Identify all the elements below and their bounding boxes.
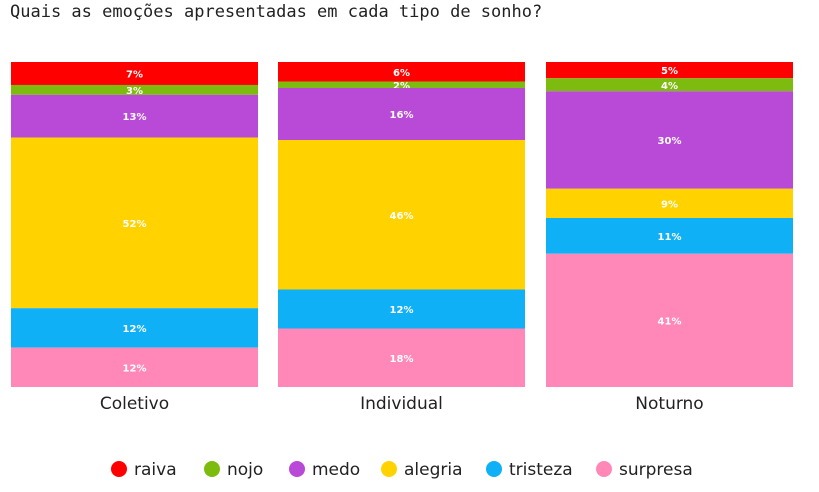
data-label-nojo-noturno: 4% xyxy=(661,81,678,92)
bar-segment-nojo-individual xyxy=(278,81,525,88)
legend-marker-nojo xyxy=(204,461,220,477)
bar-segment-medo-noturno xyxy=(546,91,793,189)
bars-group: 7% 3% 13% 52% 12% 12% 6% 2% 16% 46% 12% 18% 5% 4% 30% 9… xyxy=(11,62,793,387)
legend-marker-alegria xyxy=(381,461,397,477)
legend-label-tristeza: tristeza xyxy=(509,460,573,480)
legend-label-nojo: nojo xyxy=(227,460,263,480)
bar-segment-surpresa-coletivo xyxy=(11,347,258,387)
data-label-surpresa-individual: 18% xyxy=(390,354,414,365)
bar-segment-raiva-individual xyxy=(278,62,525,82)
legend-marker-medo xyxy=(289,461,305,477)
legend: raiva nojo medo alegria tristeza surpresa xyxy=(111,460,693,480)
bar-segment-tristeza-coletivo xyxy=(11,308,258,348)
data-label-medo-coletivo: 13% xyxy=(123,112,147,123)
bar-segment-surpresa-individual xyxy=(278,328,525,387)
chart-title: Quais as emoções apresentadas em cada ti… xyxy=(10,2,543,22)
bar-segment-tristeza-noturno xyxy=(546,218,793,254)
legend-label-surpresa: surpresa xyxy=(619,460,693,480)
legend-marker-tristeza xyxy=(486,461,502,477)
data-label-medo-noturno: 30% xyxy=(658,136,682,147)
category-label-noturno: Noturno xyxy=(635,394,703,414)
data-label-raiva-noturno: 5% xyxy=(661,66,678,77)
legend-marker-raiva xyxy=(111,461,127,477)
bar-segment-raiva-noturno xyxy=(546,62,793,79)
bar-segment-raiva-coletivo xyxy=(11,62,258,85)
legend-marker-surpresa xyxy=(596,461,612,477)
data-label-raiva-individual: 6% xyxy=(393,68,410,79)
category-labels: Coletivo Individual Noturno xyxy=(100,394,704,414)
data-label-alegria-noturno: 9% xyxy=(661,199,678,210)
data-label-medo-individual: 16% xyxy=(390,110,414,121)
legend-label-alegria: alegria xyxy=(404,460,463,480)
bar-segment-medo-coletivo xyxy=(11,94,258,138)
bar-segment-alegria-coletivo xyxy=(11,137,258,309)
bar-segment-alegria-noturno xyxy=(546,188,793,218)
legend-label-medo: medo xyxy=(312,460,360,480)
data-label-tristeza-individual: 12% xyxy=(390,305,414,316)
bar-segment-surpresa-noturno xyxy=(546,253,793,387)
legend-label-raiva: raiva xyxy=(134,460,177,480)
category-label-coletivo: Coletivo xyxy=(100,394,169,414)
category-label-individual: Individual xyxy=(360,394,443,414)
data-label-nojo-coletivo: 3% xyxy=(126,86,143,97)
data-label-surpresa-coletivo: 12% xyxy=(123,363,147,374)
bar-segment-tristeza-individual xyxy=(278,289,525,329)
data-label-tristeza-coletivo: 12% xyxy=(123,324,147,335)
data-label-nojo-individual: 2% xyxy=(393,81,410,92)
data-label-raiva-coletivo: 7% xyxy=(126,69,143,80)
data-label-alegria-coletivo: 52% xyxy=(123,219,147,230)
bar-segment-medo-individual xyxy=(278,88,525,140)
data-label-tristeza-noturno: 11% xyxy=(658,232,682,243)
bar-segment-nojo-noturno xyxy=(546,78,793,92)
bar-segment-alegria-individual xyxy=(278,140,525,290)
data-label-surpresa-noturno: 41% xyxy=(658,316,682,327)
data-label-alegria-individual: 46% xyxy=(390,211,414,222)
bar-segment-nojo-coletivo xyxy=(11,84,258,95)
